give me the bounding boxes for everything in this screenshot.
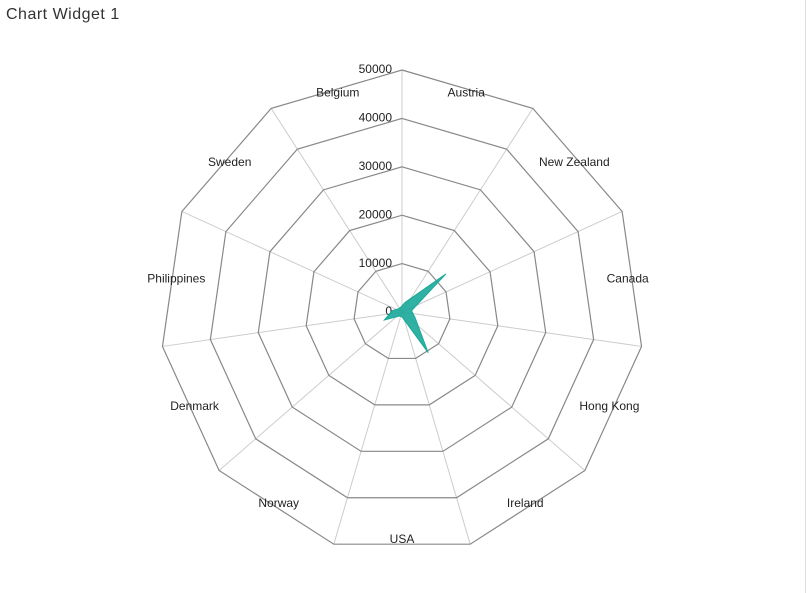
- spoke: [401, 211, 623, 313]
- y-tick-label: 10000: [359, 256, 393, 270]
- radar-area: [382, 273, 447, 354]
- category-label: Philippines: [147, 272, 205, 286]
- grid-ring: [209, 117, 595, 499]
- grid-ring: [305, 214, 499, 406]
- category-label: USA: [390, 532, 415, 546]
- grid-ring: [353, 262, 451, 360]
- grid-ring: [257, 166, 547, 452]
- spoke: [401, 108, 534, 313]
- category-label: Canada: [607, 272, 649, 286]
- y-tick-label: 20000: [359, 207, 393, 221]
- spoke: [181, 211, 403, 313]
- spoke: [162, 311, 403, 347]
- category-label: Denmark: [170, 399, 220, 413]
- grid-ring: [161, 69, 643, 545]
- spoke: [333, 311, 403, 545]
- category-label: New Zealand: [539, 155, 610, 169]
- spoke: [401, 311, 471, 545]
- y-tick-label: 50000: [359, 62, 393, 76]
- category-label: Belgium: [316, 85, 359, 99]
- y-tick-label: 40000: [359, 111, 393, 125]
- category-label: Hong Kong: [579, 399, 639, 413]
- category-label: Sweden: [208, 155, 251, 169]
- spoke: [401, 311, 642, 347]
- category-label: Ireland: [507, 496, 544, 510]
- y-tick-label: 0: [385, 304, 392, 318]
- spoke: [218, 311, 403, 471]
- spoke: [401, 311, 586, 471]
- category-label: Norway: [258, 496, 299, 510]
- widget-title: Chart Widget 1: [6, 6, 120, 23]
- category-label: Austria: [448, 85, 486, 99]
- y-tick-label: 30000: [359, 159, 393, 173]
- spoke: [270, 108, 403, 313]
